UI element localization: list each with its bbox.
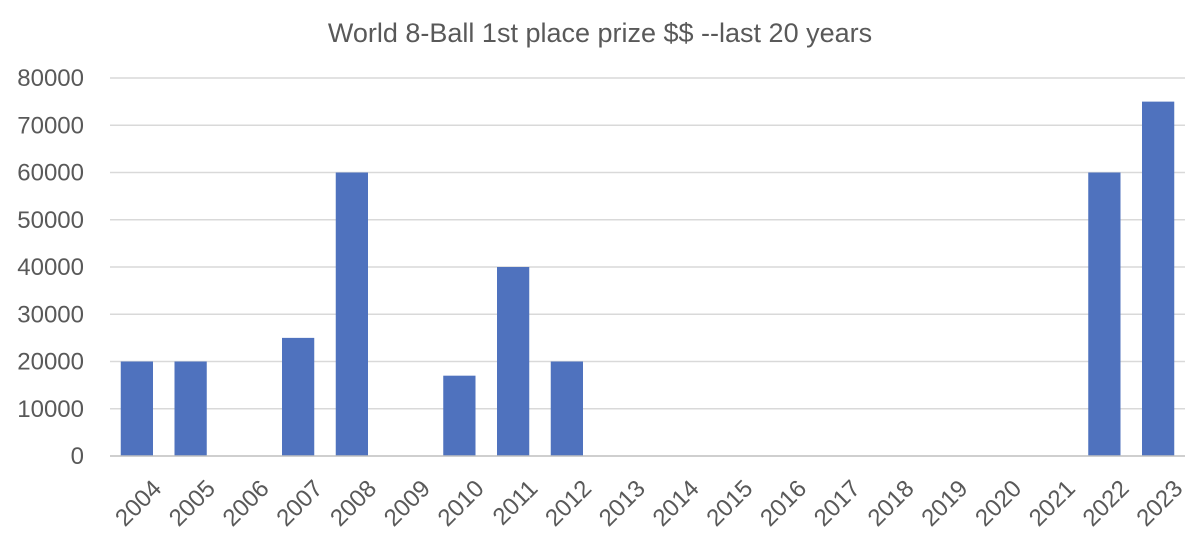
x-tick-label: 2010 [433, 475, 490, 532]
bar-2022 [1088, 172, 1121, 456]
x-tick-label: 2013 [594, 475, 651, 532]
y-tick-label: 60000 [17, 160, 84, 187]
y-tick-label: 80000 [17, 65, 84, 92]
x-tick-label: 2009 [379, 475, 436, 532]
x-tick-label: 2020 [970, 475, 1027, 532]
x-tick-label: 2018 [863, 475, 920, 532]
x-axis-tick-labels: 2004200520062007200820092010201120122013… [110, 475, 1188, 532]
y-tick-label: 10000 [17, 396, 84, 423]
x-tick-label: 2021 [1024, 475, 1081, 532]
bar-2011 [497, 267, 530, 456]
x-tick-label: 2016 [755, 475, 812, 532]
y-axis-tick-labels: 0 10000 20000 30000 40000 50000 60000 70000 8000… [17, 65, 84, 470]
bar-2005 [174, 361, 207, 456]
bar-2004 [120, 361, 153, 456]
x-tick-label: 2007 [271, 475, 328, 532]
y-tick-label: 30000 [17, 301, 84, 328]
y-tick-label: 70000 [17, 112, 84, 139]
bars [120, 101, 1175, 456]
bar-2008 [335, 172, 368, 456]
x-tick-label: 2022 [1078, 475, 1135, 532]
x-tick-label: 2017 [809, 475, 866, 532]
y-tick-label: 20000 [17, 349, 84, 376]
x-tick-label: 2012 [540, 475, 597, 532]
y-tick-label: 40000 [17, 254, 84, 281]
x-tick-label: 2005 [164, 475, 221, 532]
chart-title: World 8-Ball 1st place prize $$ --last 2… [328, 18, 872, 48]
bar-2007 [282, 337, 315, 456]
bar-2010 [443, 375, 476, 456]
x-tick-label: 2015 [701, 475, 758, 532]
bar-2023 [1142, 101, 1175, 456]
bar-2012 [550, 361, 583, 456]
x-tick-label: 2006 [218, 475, 275, 532]
x-tick-label: 2023 [1131, 475, 1188, 532]
gridlines [110, 77, 1185, 410]
x-tick-label: 2008 [325, 475, 382, 532]
y-tick-label: 50000 [17, 207, 84, 234]
x-tick-label: 2014 [648, 475, 705, 532]
y-tick-label: 0 [71, 443, 84, 470]
x-tick-label: 2004 [110, 475, 167, 532]
x-tick-label: 2011 [488, 475, 544, 531]
x-tick-label: 2019 [916, 475, 973, 532]
